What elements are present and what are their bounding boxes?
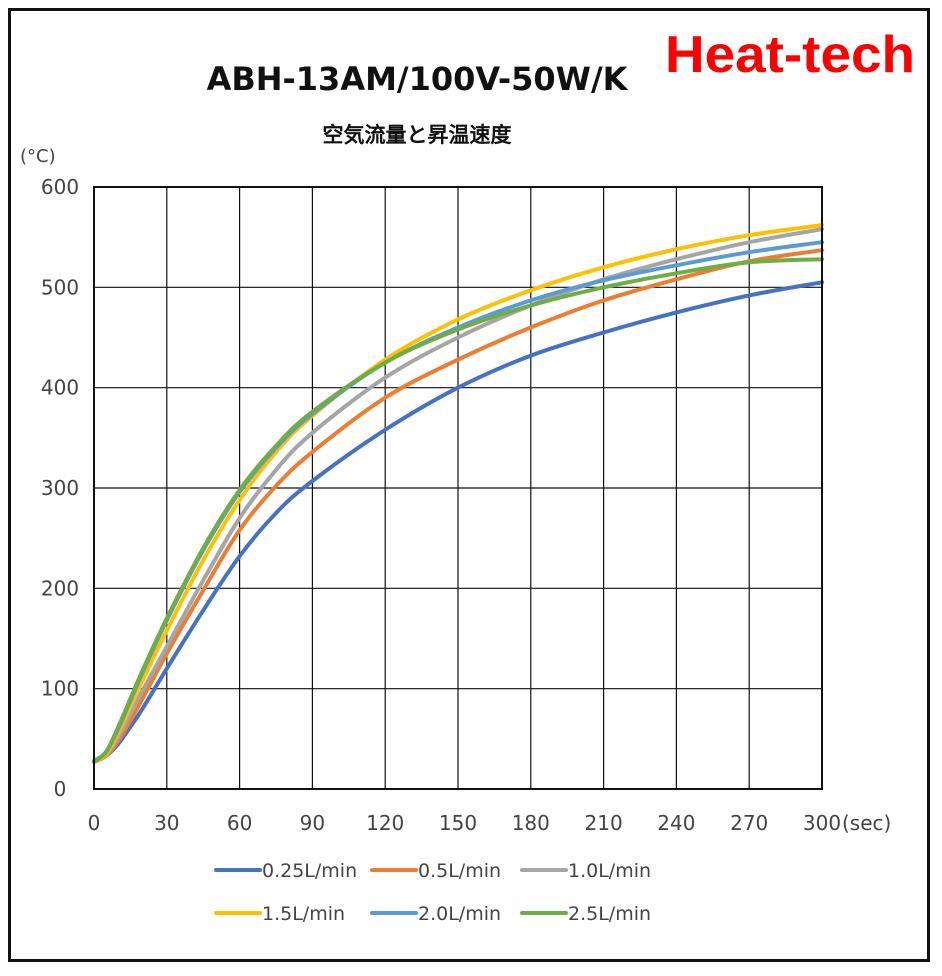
y-tick-label: 400 [41,376,79,400]
legend-label: 2.5L/min [568,903,651,925]
chart-title: ABH-13AM/100V-50W/K [207,60,629,98]
y-axis-unit-label: (°C) [20,146,56,167]
x-tick-label: 60 [227,811,252,835]
y-tick-label: 500 [41,275,79,299]
y-tick-label: 0 [54,777,67,801]
legend-label: 0.25L/min [262,860,357,882]
legend: 0.25L/min 0.5L/min 1.0L/min 1.5L/min 2.0L/mi… [214,860,651,925]
chart-subtitle: 空気流量と昇温速度 [323,123,512,147]
x-tick-label: 270 [730,811,768,835]
x-tick-label: 150 [439,811,477,835]
y-axis-ticks: 0 100 200 300 400 500 600 [41,175,79,801]
x-tick-label: 180 [512,811,550,835]
x-tick-label: 240 [657,811,695,835]
brand-logo: Heat-tech [665,26,915,84]
y-tick-label: 100 [41,677,79,701]
chart-frame [8,8,930,962]
legend-label: 0.5L/min [418,860,501,882]
plot-border [93,186,823,790]
legend-label: 1.0L/min [568,860,651,882]
x-axis-ticks: 0 30 60 90 120 150 180 210 240 270 300 [88,811,841,835]
grid-lines [93,186,823,790]
x-tick-label: 120 [366,811,404,835]
x-tick-label: 0 [88,811,101,835]
x-tick-label: 210 [585,811,623,835]
legend-label: 1.5L/min [262,903,345,925]
series-lines [92,223,824,764]
legend-label: 2.0L/min [418,903,501,925]
series-line-0-25l-min [92,280,824,764]
y-tick-label: 600 [41,175,79,199]
y-tick-label: 300 [41,476,79,500]
series-line-0-5l-min [92,248,824,764]
x-tick-label: 90 [300,811,325,835]
x-tick-label: 30 [154,811,179,835]
series-line-1-5l-min [92,223,824,764]
x-axis-unit-label: (sec) [842,811,891,835]
x-tick-label: 300 [803,811,841,835]
series-line-1-0l-min [92,227,824,764]
series-line-2-5l-min [92,257,824,764]
y-tick-label: 200 [41,576,79,600]
